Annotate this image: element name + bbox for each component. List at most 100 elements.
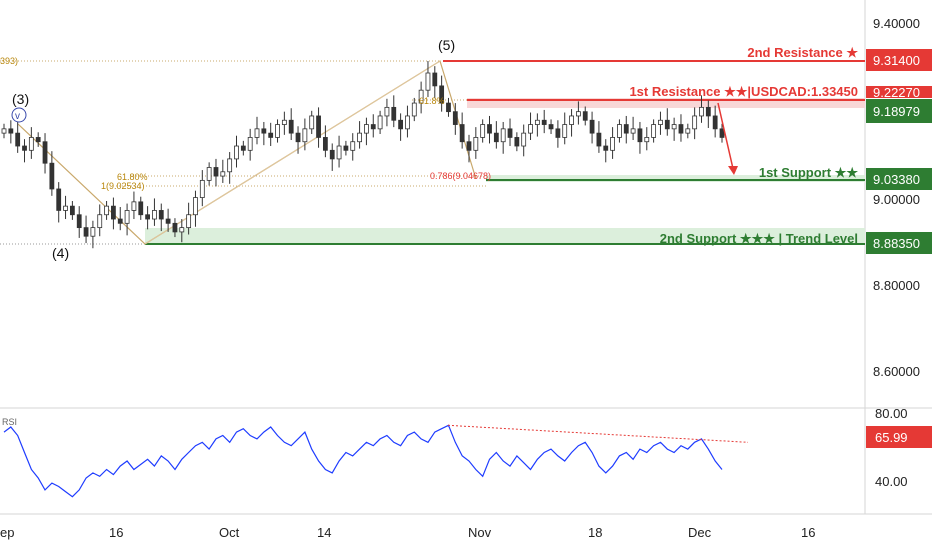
candle-body xyxy=(541,119,547,125)
candle-body xyxy=(384,106,390,117)
candle-body xyxy=(309,115,315,130)
candle-body xyxy=(247,137,253,151)
candle-body xyxy=(699,106,704,117)
candles-group xyxy=(1,60,725,249)
candle-body xyxy=(213,167,219,177)
candle-body xyxy=(302,128,308,143)
level-label-s1: 1st Support ★★ xyxy=(759,165,858,180)
candle-body xyxy=(49,162,55,190)
candle-body xyxy=(507,128,513,138)
candle-body xyxy=(473,137,479,151)
candle-body xyxy=(254,128,260,138)
candle-body xyxy=(117,218,123,224)
candle-body xyxy=(576,111,581,117)
candle-body xyxy=(480,124,486,138)
candle-body xyxy=(514,137,520,147)
candle-body xyxy=(131,201,137,211)
rsi-label: RSI xyxy=(2,417,17,427)
x-tick-label: ep xyxy=(0,525,14,540)
x-tick-label: 14 xyxy=(317,525,331,540)
x-tick-label: Dec xyxy=(688,525,712,540)
candle-body xyxy=(193,197,198,216)
wave-label-4: (4) xyxy=(52,245,69,261)
candle-body xyxy=(678,124,684,134)
projection-arrowhead xyxy=(728,166,738,175)
rsi-line xyxy=(3,424,723,498)
candle-body xyxy=(316,115,321,138)
candle-body xyxy=(582,111,588,121)
price-badge-r2 xyxy=(866,49,932,71)
resistance-zone xyxy=(467,98,865,108)
wave-lines xyxy=(17,60,477,245)
candle-body xyxy=(83,227,89,237)
x-tick-label: 18 xyxy=(588,525,602,540)
support-zone xyxy=(145,228,865,244)
candle-body xyxy=(692,115,698,130)
candle-body xyxy=(275,124,280,138)
y-tick-label: 9.00000 xyxy=(873,192,920,207)
candle-body xyxy=(630,128,636,134)
candle-body xyxy=(521,132,527,147)
candle-body xyxy=(534,119,540,125)
price-badge-s2 xyxy=(866,232,932,254)
candle-body xyxy=(548,124,554,130)
chevron-down-icon: v xyxy=(15,111,20,122)
y-tick-label: 8.80000 xyxy=(873,278,920,293)
candle-body xyxy=(439,85,445,104)
candle-body xyxy=(596,132,602,147)
candle-body xyxy=(452,111,458,125)
candle-body xyxy=(97,214,103,229)
candle-body xyxy=(28,137,34,151)
candle-body xyxy=(357,132,362,143)
candle-body xyxy=(370,124,376,130)
fib-label-618: 61.80% xyxy=(117,172,148,182)
candle-body xyxy=(172,222,178,233)
wave-label-5: (5) xyxy=(438,37,455,53)
rsi-tick-label: 40.00 xyxy=(875,474,908,489)
candle-body xyxy=(719,128,725,138)
level-label-s2: 2nd Support ★★★ | Trend Level xyxy=(660,231,858,246)
candle-body xyxy=(418,89,424,104)
candle-body xyxy=(1,128,7,134)
candle-body xyxy=(199,179,205,198)
candle-body xyxy=(90,227,96,237)
candle-body xyxy=(658,119,663,125)
fib-label-cut: 393) xyxy=(0,56,18,66)
candle-body xyxy=(35,137,41,143)
price-badge-text: 9.22270 xyxy=(873,85,920,100)
candle-body xyxy=(145,214,151,220)
candle-body xyxy=(685,128,691,134)
fib-label-786: 0.786(9.04678) xyxy=(430,171,491,181)
candle-body xyxy=(261,128,267,134)
candle-body xyxy=(398,119,404,130)
candle-body xyxy=(42,141,48,164)
price-badge-text: 9.03380 xyxy=(873,172,920,187)
candle-body xyxy=(186,214,192,229)
candle-body xyxy=(459,124,465,143)
wave-marker-circle xyxy=(11,107,27,123)
candle-body xyxy=(500,128,506,143)
candle-body xyxy=(610,137,615,151)
candle-body xyxy=(651,124,657,138)
candle-body xyxy=(466,141,472,151)
candle-body xyxy=(343,145,349,151)
candle-body xyxy=(165,218,171,224)
level-label-r1: 1st Resistance ★★|USDCAD:1.33450 xyxy=(629,84,858,99)
candle-body xyxy=(111,205,116,220)
price-badge-r1 xyxy=(866,86,932,98)
rsi-group xyxy=(3,424,749,498)
candle-body xyxy=(234,145,239,160)
candle-body xyxy=(391,106,397,121)
candle-body xyxy=(329,149,335,160)
price-badge-last xyxy=(866,99,932,123)
rsi-tick-label: 80.00 xyxy=(875,406,908,421)
candle-body xyxy=(487,124,492,134)
candle-body xyxy=(671,124,677,130)
candle-body xyxy=(288,119,294,134)
candle-body xyxy=(569,115,574,125)
candle-body xyxy=(104,205,109,216)
y-tick-label: 8.60000 xyxy=(873,364,920,379)
candle-body xyxy=(281,119,287,125)
candle-body xyxy=(623,124,629,134)
candle-body xyxy=(76,214,82,229)
